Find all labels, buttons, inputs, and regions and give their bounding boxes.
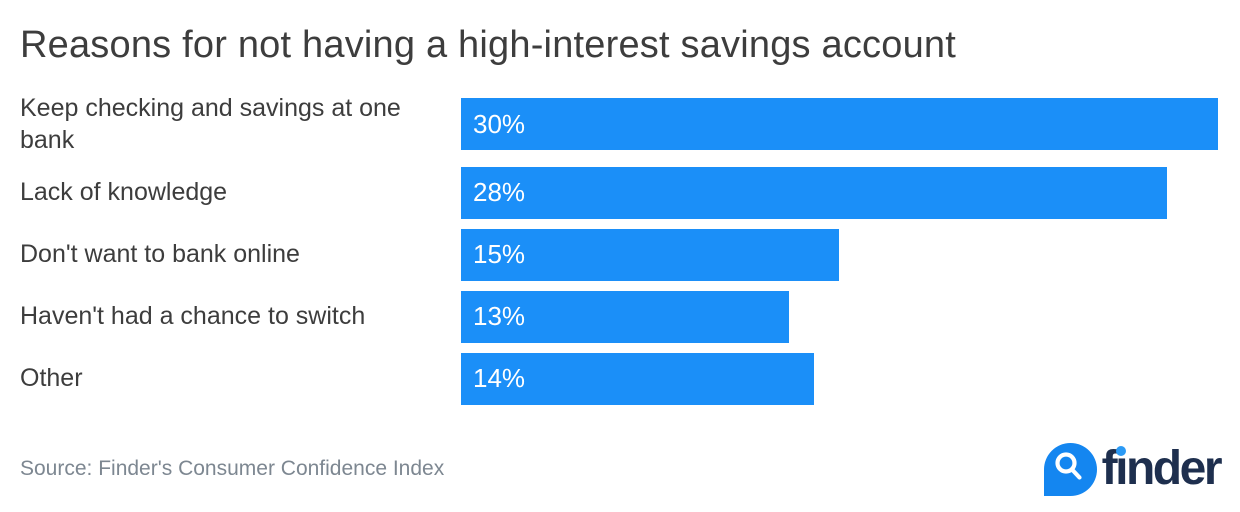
search-icon <box>1055 452 1082 480</box>
bar: 13% <box>461 290 789 343</box>
bar-row: Keep checking and savings at one bank 30… <box>20 92 1220 157</box>
bar-category-label: Haven't had a chance to switch <box>20 302 366 331</box>
footer: Source: Finder's Consumer Confidence Ind… <box>20 442 1223 496</box>
bar-row: Lack of knowledge 28% <box>20 166 1220 219</box>
finder-logo: fınder <box>1043 442 1223 496</box>
bar-row: Haven't had a chance to switch 13% <box>20 290 1220 343</box>
bar: 30% <box>461 98 1218 151</box>
bar-chart: Keep checking and savings at one bank 30… <box>20 92 1220 405</box>
source-attribution: Source: Finder's Consumer Confidence Ind… <box>20 457 445 481</box>
bar: 28% <box>461 166 1167 219</box>
bar: 14% <box>461 352 814 405</box>
bar-category-label: Lack of knowledge <box>20 178 228 207</box>
bar-category-label: Keep checking and savings at one bank <box>20 93 401 155</box>
logo-i-dot <box>1115 445 1126 456</box>
bar-category-label: Other <box>20 364 83 393</box>
bar-category-label: Don't want to bank online <box>20 240 300 269</box>
bar-row: Don't want to bank online 15% <box>20 228 1220 281</box>
finder-logo-text: fınder <box>1102 442 1223 496</box>
bar-row: Other 14% <box>20 352 1220 405</box>
bar: 15% <box>461 228 839 281</box>
chart-title: Reasons for not having a high-interest s… <box>20 24 957 66</box>
magnifier-droplet-icon <box>1043 442 1097 496</box>
